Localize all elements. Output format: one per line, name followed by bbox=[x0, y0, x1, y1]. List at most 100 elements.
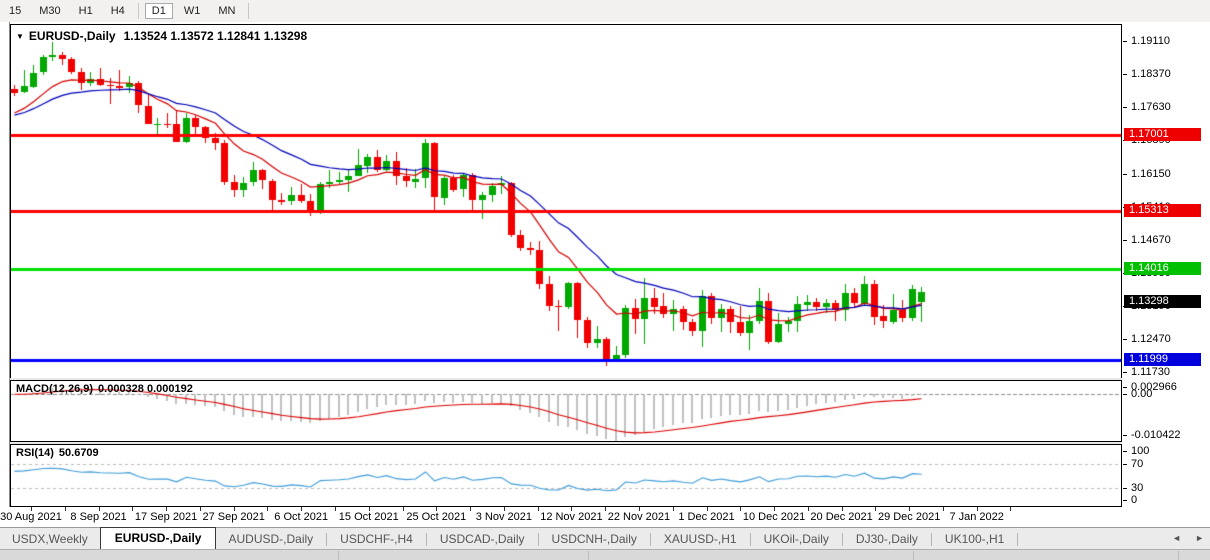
date-tick bbox=[132, 507, 133, 511]
date-tick bbox=[267, 507, 268, 511]
pane-splitter[interactable] bbox=[10, 442, 1122, 444]
date-label: 30 Aug 2021 bbox=[0, 511, 62, 523]
price-tick bbox=[1123, 174, 1127, 175]
price-tick bbox=[1123, 41, 1127, 42]
price-tick bbox=[1123, 107, 1127, 108]
date-label: 7 Jan 2022 bbox=[949, 511, 1004, 523]
tab-usdchf-h4[interactable]: USDCHF-,H4 bbox=[340, 532, 413, 546]
date-tick bbox=[301, 507, 302, 511]
timeframe-h1-button[interactable]: H1 bbox=[78, 5, 93, 17]
price-tick-label: 1.17630 bbox=[1131, 101, 1171, 113]
tab-separator bbox=[425, 533, 427, 546]
rsi-tick-label: 30 bbox=[1131, 482, 1144, 494]
rsi-tick-label: 0 bbox=[1131, 494, 1138, 506]
date-label: 29 Dec 2021 bbox=[877, 511, 941, 523]
timeframe-h4-button[interactable]: H4 bbox=[110, 5, 125, 17]
macd-tick bbox=[1123, 394, 1127, 395]
rsi-name: RSI(14) bbox=[16, 447, 54, 459]
tab-separator bbox=[326, 533, 328, 546]
date-tick bbox=[504, 507, 505, 511]
tab-uk100-h1[interactable]: UK100-,H1 bbox=[944, 532, 1005, 546]
price-tick bbox=[1123, 74, 1127, 75]
rsi-tick-label: 70 bbox=[1131, 458, 1144, 470]
chart-left-edge bbox=[0, 22, 10, 507]
macd-label: MACD(12,26,9) 0.000328 0.000192 bbox=[16, 383, 193, 395]
chevron-down-icon[interactable]: ▼ bbox=[16, 32, 24, 41]
timeframe-m30-button[interactable]: M30 bbox=[39, 5, 61, 17]
tab-eurusd-daily[interactable]: EURUSD-,Daily bbox=[99, 527, 217, 550]
tab-scroll-right-icon[interactable]: ► bbox=[1195, 533, 1204, 543]
date-tick bbox=[470, 507, 471, 511]
date-tick bbox=[1010, 507, 1011, 511]
rsi-tick bbox=[1123, 464, 1127, 465]
date-tick bbox=[875, 507, 876, 511]
rsi-value: 50.6709 bbox=[58, 447, 99, 459]
date-tick bbox=[166, 507, 167, 511]
rsi-label: RSI(14) 50.6709 bbox=[16, 447, 99, 459]
tab-dj30-daily[interactable]: DJ30-,Daily bbox=[855, 532, 918, 546]
date-tick bbox=[403, 507, 404, 511]
tab-separator bbox=[537, 533, 539, 546]
chart-title: ▼ EURUSD-,Daily 1.13524 1.13572 1.12841 1.… bbox=[16, 29, 307, 43]
price-axis: 1.191101.183701.176301.168901.161501.154… bbox=[1123, 22, 1210, 507]
date-label: 22 Nov 2021 bbox=[607, 511, 671, 523]
date-tick bbox=[31, 507, 32, 511]
macd-tick bbox=[1123, 435, 1127, 436]
date-label: 10 Dec 2021 bbox=[742, 511, 806, 523]
macd-tick-label: 0.002966 bbox=[1131, 381, 1177, 393]
timeframe-m15-button[interactable]: 15 bbox=[9, 5, 22, 17]
pane-splitter[interactable] bbox=[10, 378, 1122, 380]
status-bar bbox=[0, 549, 1210, 560]
timeframe-d1-button[interactable]: D1 bbox=[144, 3, 173, 19]
date-tick bbox=[943, 507, 944, 511]
price-level-badge: 1.15313 bbox=[1124, 204, 1201, 217]
chart-ohlc-quote: 1.13524 1.13572 1.12841 1.13298 bbox=[123, 29, 308, 43]
timeframe-w1-button[interactable]: W1 bbox=[183, 5, 201, 17]
date-label: 6 Oct 2021 bbox=[274, 511, 329, 523]
price-tick-label: 1.18370 bbox=[1131, 68, 1171, 80]
date-tick bbox=[977, 507, 978, 511]
date-tick bbox=[909, 507, 910, 511]
date-label: 20 Dec 2021 bbox=[810, 511, 873, 523]
rsi-tick bbox=[1123, 488, 1127, 489]
tab-scroll-left-icon[interactable]: ◄ bbox=[1172, 533, 1182, 543]
date-tick bbox=[234, 507, 235, 511]
date-tick bbox=[538, 507, 539, 511]
date-tick bbox=[369, 507, 370, 511]
tab-audusd-daily[interactable]: AUDUSD-,Daily bbox=[228, 532, 314, 546]
price-tick bbox=[1123, 240, 1127, 241]
macd-tick bbox=[1123, 387, 1127, 388]
tab-xauusd-h1[interactable]: XAUUSD-,H1 bbox=[663, 532, 737, 546]
date-tick bbox=[99, 507, 100, 511]
tab-ukoil-daily[interactable]: UKOil-,Daily bbox=[763, 532, 829, 546]
rsi-canvas[interactable] bbox=[11, 445, 1121, 506]
date-label: 15 Oct 2021 bbox=[338, 511, 399, 523]
date-tick bbox=[571, 507, 572, 511]
date-tick bbox=[200, 507, 201, 511]
tab-separator bbox=[649, 533, 651, 546]
date-label: 3 Nov 2021 bbox=[475, 511, 532, 523]
timeframe-mn-button[interactable]: MN bbox=[218, 5, 236, 17]
price-chart-canvas[interactable] bbox=[11, 25, 1121, 378]
chart-tab-bar: USDX,Weekly EURUSD-,Daily AUDUSD-,Daily … bbox=[0, 527, 1210, 550]
date-tick bbox=[808, 507, 809, 511]
timeframe-toolbar: 15 M30 H1 H4 D1 W1 MN bbox=[0, 0, 1210, 23]
chart-window: ▼ EURUSD-,Daily 1.13524 1.13572 1.12841 1.… bbox=[0, 22, 1210, 507]
macd-canvas[interactable] bbox=[11, 381, 1121, 441]
toolbar-separator bbox=[137, 3, 139, 19]
current-price-badge: 1.13298 bbox=[1124, 295, 1201, 308]
time-axis: 30 Aug 2021 8 Sep 2021 17 Sep 2021 27 Sep 2… bbox=[0, 507, 1210, 527]
tab-usdx-weekly[interactable]: USDX,Weekly bbox=[12, 532, 88, 546]
date-label: 27 Sep 2021 bbox=[202, 511, 265, 523]
date-tick bbox=[436, 507, 437, 511]
price-level-badge: 1.14016 bbox=[1124, 262, 1201, 275]
date-tick bbox=[842, 507, 843, 511]
tab-usdcad-daily[interactable]: USDCAD-,Daily bbox=[439, 532, 525, 546]
price-tick bbox=[1123, 372, 1127, 373]
date-label: 12 Nov 2021 bbox=[540, 511, 603, 523]
price-tick-label: 1.16150 bbox=[1131, 168, 1171, 180]
tab-separator bbox=[749, 533, 751, 546]
tab-usdcnh-daily[interactable]: USDCNH-,Daily bbox=[551, 532, 637, 546]
date-label: 25 Oct 2021 bbox=[406, 511, 467, 523]
chart-symbol-period: EURUSD-,Daily bbox=[28, 29, 116, 43]
